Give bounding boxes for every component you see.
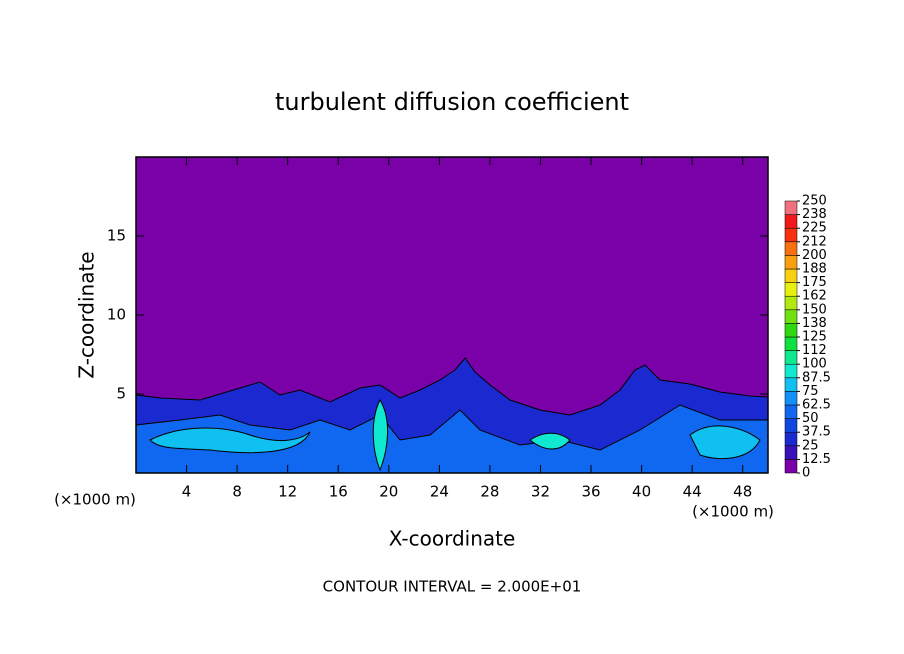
colorbar-swatch bbox=[784, 336, 798, 351]
colorbar-swatch bbox=[784, 431, 798, 447]
x-tick-label: 20 bbox=[379, 483, 398, 501]
colorbar-tick-label: 25 bbox=[802, 438, 819, 453]
colorbar-tick-label: 225 bbox=[802, 221, 827, 236]
x-tick-label: 8 bbox=[232, 483, 242, 501]
colorbar-tick-label: 138 bbox=[802, 316, 827, 331]
colorbar-tick-label: 87.5 bbox=[802, 370, 831, 385]
colorbar-swatch bbox=[784, 295, 798, 311]
colorbar-tick-label: 162 bbox=[802, 289, 827, 304]
colorbar-swatch bbox=[784, 404, 798, 419]
field-region bbox=[135, 404, 769, 474]
colorbar-tick-label: 0 bbox=[802, 466, 810, 481]
field-region bbox=[372, 398, 389, 472]
colorbar-swatch bbox=[784, 363, 798, 379]
colorbar-tick-label: 188 bbox=[802, 262, 827, 277]
y-tick-label: 10 bbox=[107, 306, 126, 324]
annotation: CONTOUR INTERVAL = 2.000E+01 bbox=[323, 578, 582, 596]
colorbar-swatch bbox=[784, 200, 798, 215]
colorbar-swatch bbox=[784, 391, 798, 406]
x-tick-label: 36 bbox=[581, 483, 600, 501]
colorbar-tick-label: 37.5 bbox=[802, 425, 831, 440]
colorbar-tick-label: 75 bbox=[802, 384, 819, 399]
colorbar-swatch bbox=[784, 350, 798, 365]
x-tick-label: 16 bbox=[329, 483, 348, 501]
colorbar-tick-label: 12.5 bbox=[802, 452, 831, 467]
colorbar-tick-label: 212 bbox=[802, 234, 827, 249]
colorbar-tick-label: 175 bbox=[802, 275, 827, 290]
colorbar-swatch bbox=[784, 445, 798, 460]
colorbar-swatch bbox=[784, 323, 798, 338]
x-tick-label: 24 bbox=[430, 483, 449, 501]
x-tick-label: 12 bbox=[278, 483, 297, 501]
colorbar-tick-label: 50 bbox=[802, 411, 819, 426]
chart-title: turbulent diffusion coefficient bbox=[275, 88, 629, 116]
x-tick-label: 32 bbox=[531, 483, 550, 501]
colorbar-tick-label: 238 bbox=[802, 207, 827, 222]
y-tick-label: 15 bbox=[107, 227, 126, 245]
colorbar-tick-label: 150 bbox=[802, 302, 827, 317]
colorbar-swatch bbox=[784, 377, 798, 392]
colorbar-swatch bbox=[784, 418, 798, 433]
x-unit-label: (×1000 m) bbox=[54, 491, 136, 509]
colorbar-swatch bbox=[784, 268, 798, 283]
colorbar-tick-label: 125 bbox=[802, 330, 827, 345]
x-tick-label: 44 bbox=[683, 483, 702, 501]
colorbar-tick-label: 200 bbox=[802, 248, 827, 263]
x-tick-label: 40 bbox=[632, 483, 651, 501]
colorbar-swatch bbox=[784, 227, 798, 243]
colorbar-tick-label: 112 bbox=[802, 343, 827, 358]
x-tick-label: 48 bbox=[733, 483, 752, 501]
colorbar-tick-label: 62.5 bbox=[802, 398, 831, 413]
x-axis-label: X-coordinate bbox=[389, 527, 516, 551]
colorbar-swatch bbox=[784, 214, 798, 229]
x-tick-label: 4 bbox=[182, 483, 192, 501]
colorbar-swatch bbox=[784, 309, 798, 324]
x-unit-label: (×1000 m) bbox=[692, 503, 774, 521]
y-tick-label: 5 bbox=[116, 385, 126, 403]
field-region bbox=[149, 427, 311, 454]
colorbar-tick-label: 250 bbox=[802, 194, 827, 209]
colorbar-swatch bbox=[784, 459, 798, 474]
field-region bbox=[529, 432, 571, 450]
y-axis-label: Z-coordinate bbox=[75, 251, 99, 378]
colorbar-swatch bbox=[784, 282, 798, 297]
colorbar-swatch bbox=[784, 255, 798, 270]
field bbox=[135, 357, 769, 474]
colorbar-tick-label: 100 bbox=[802, 357, 827, 372]
colorbar-swatch bbox=[784, 241, 798, 256]
field-region bbox=[689, 425, 761, 460]
x-tick-label: 28 bbox=[480, 483, 499, 501]
